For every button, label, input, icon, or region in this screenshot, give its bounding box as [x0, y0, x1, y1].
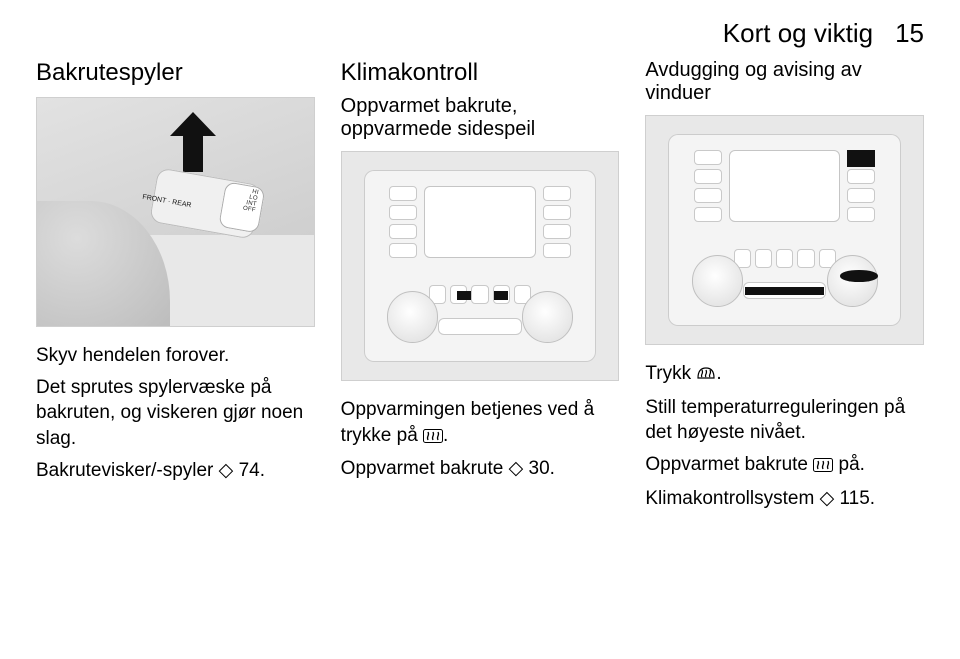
page-header: Kort og viktig 15 [36, 18, 924, 49]
col2-p2: Oppvarmet bakrute ◇ 30. [341, 456, 620, 482]
col2-p1: Oppvarmingen betjenes ved å trykke på . [341, 397, 620, 450]
columns: Bakrutespyler HI LO [36, 59, 924, 517]
col1-p3: Bakrutevisker/-spyler ◇ 74. [36, 458, 315, 484]
col2-heading: Klimakontroll [341, 59, 620, 87]
xref-icon: ◇ [219, 458, 234, 484]
col1-p1: Skyv hendelen forover. [36, 343, 315, 369]
figure-wiper-stalk: HI LO INT OFF FRONT · REAR [36, 97, 315, 327]
highlight-temp-dial [840, 270, 877, 281]
xref-icon: ◇ [820, 486, 835, 512]
figure-climate-panel-2 [645, 115, 924, 345]
highlight-defog-button [847, 150, 875, 167]
col3-p1: Trykk . [645, 361, 924, 389]
col3-p2: Still temperaturreguleringen på det høye… [645, 395, 924, 446]
col3-heading: Avdugging og avising av vinduer [645, 59, 924, 105]
xref-icon: ◇ [509, 456, 524, 482]
column-1: Bakrutespyler HI LO [36, 59, 315, 517]
col3-p3: Oppvarmet bakrute på. [645, 452, 924, 480]
highlight-defrost-button [457, 291, 471, 301]
col3-p4: Klimakontrollsystem ◇ 115. [645, 486, 924, 512]
rear-defrost-icon [813, 454, 833, 480]
manual-page: Kort og viktig 15 Bakrutespyler [0, 0, 960, 659]
rear-defrost-icon [423, 425, 443, 451]
col1-heading: Bakrutespyler [36, 59, 315, 87]
push-arrow-icon [170, 112, 216, 177]
section-title: Kort og viktig [723, 18, 873, 49]
figure-climate-panel-1 [341, 151, 620, 381]
column-3: Avdugging og avising av vinduer [645, 59, 924, 517]
stalk-mode-labels: HI LO INT OFF [243, 187, 260, 213]
front-defrost-icon [696, 363, 716, 389]
highlight-slot [745, 287, 824, 295]
col2-subheading: Oppvarmet bakrute, oppvarmede sidespeil [341, 95, 620, 141]
page-number: 15 [895, 18, 924, 49]
col1-p2: Det sprutes spylervæske på bakruten, og … [36, 375, 315, 452]
column-2: Klimakontroll Oppvarmet bakrute, oppvarm… [341, 59, 620, 517]
highlight-mirror-button [494, 291, 508, 301]
